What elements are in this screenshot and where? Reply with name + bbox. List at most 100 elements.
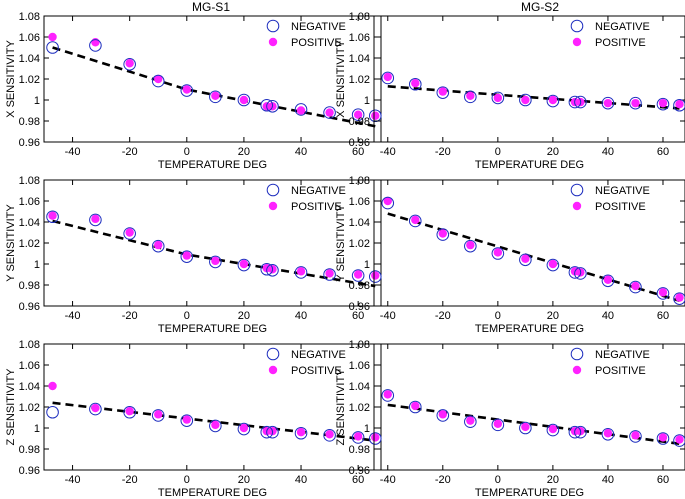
y-tick-label: 1.06 <box>19 360 40 372</box>
data-point-positive <box>466 416 475 425</box>
data-point-negative <box>260 425 274 439</box>
y-tick-label: 1.02 <box>19 238 40 250</box>
y-tick-label: 1.04 <box>349 53 370 65</box>
data-point-negative <box>151 239 165 253</box>
data-point-negative <box>46 210 59 224</box>
data-point-negative <box>180 414 194 427</box>
data-point-negative <box>89 213 102 227</box>
data-point-positive <box>239 423 249 433</box>
x-tick-label: 60 <box>352 310 364 322</box>
legend-label-positive: POSITIVE <box>595 37 646 49</box>
legend-label-negative: NEGATIVE <box>291 185 346 197</box>
y-tick-label: 1 <box>364 95 370 107</box>
x-tick-label: -20 <box>435 474 451 486</box>
subplot-s1-z: -40 -20 0 20 40 600.960.9811.021.041.061.08TE… <box>5 339 382 499</box>
y-axis-label: X SENSITIVITY <box>335 40 347 118</box>
y-tick-label: 0.98 <box>349 444 370 456</box>
data-point-negative <box>351 431 365 444</box>
data-point-positive <box>493 248 503 257</box>
fit-line <box>387 403 680 446</box>
data-point-negative <box>123 58 136 71</box>
y-axis-label: Y SENSITIVITY <box>335 204 347 282</box>
data-point-positive <box>211 91 220 101</box>
data-point-positive <box>296 267 306 276</box>
subplot-s2-y: -40 -20 0 20 40 600.960.9811.021.041.061.08TE… <box>335 175 685 335</box>
y-tick-label: 1.08 <box>19 175 40 187</box>
data-point-negative <box>294 426 308 440</box>
y-tick-label: 0.96 <box>19 465 40 477</box>
data-point-positive <box>239 259 249 269</box>
x-axis-label: TEMPERATURE DEG <box>158 159 267 171</box>
legend-label-positive: POSITIVE <box>595 365 646 377</box>
data-point-positive <box>325 430 334 439</box>
data-point-negative <box>237 422 251 436</box>
y-tick-label: 1.04 <box>349 381 370 393</box>
data-point-negative <box>89 402 102 416</box>
data-point-negative <box>464 239 477 253</box>
data-point-positive <box>296 106 306 115</box>
data-point-positive <box>548 95 558 105</box>
x-axis-label: TEMPERATURE DEG <box>475 487 584 499</box>
data-point-negative <box>351 269 365 282</box>
plot-frame <box>43 15 382 143</box>
legend-marker-negative <box>266 19 280 33</box>
data-point-negative <box>89 39 102 52</box>
data-point-positive <box>91 214 100 224</box>
data-point-negative <box>673 434 685 447</box>
column-titles: MG-S1 MG-S2 <box>192 0 559 14</box>
data-point-positive <box>493 419 503 428</box>
y-tick-label: 0.96 <box>349 465 370 477</box>
y-tick-label: 1.08 <box>349 339 370 351</box>
fit-line <box>52 46 376 128</box>
data-point-negative <box>673 98 685 112</box>
x-tick-label: -20 <box>122 310 138 322</box>
data-point-negative <box>673 292 685 305</box>
y-tick-label: 1.04 <box>19 53 40 65</box>
data-point-negative <box>519 93 532 107</box>
data-point-positive <box>325 108 334 117</box>
data-point-positive <box>125 59 134 68</box>
x-tick-label: 0 <box>495 474 501 486</box>
x-axis-label: TEMPERATURE DEG <box>158 487 267 499</box>
data-point-positive <box>411 79 420 88</box>
data-point-positive <box>239 95 249 105</box>
y-tick-label: 1.08 <box>19 339 40 351</box>
chart-title-mg-s2: MG-S2 <box>521 0 559 14</box>
y-tick-label: 1.06 <box>19 32 40 44</box>
y-tick-label: 1.08 <box>349 11 370 23</box>
x-tick-label: -20 <box>435 310 451 322</box>
x-tick-label: 60 <box>657 146 669 158</box>
y-tick-label: 1 <box>364 259 370 271</box>
data-point-positive <box>493 93 503 103</box>
x-tick-label: 0 <box>495 310 501 322</box>
chart-title-mg-s1: MG-S1 <box>192 0 230 14</box>
x-tick-label: -40 <box>380 310 396 322</box>
subplot-s2-z: -40 -20 0 20 40 600.960.9811.021.041.061.08TE… <box>335 339 685 499</box>
x-tick-label: 20 <box>547 146 559 158</box>
data-point-positive <box>603 275 613 284</box>
data-point-negative <box>464 90 477 104</box>
data-point-positive <box>411 215 420 225</box>
plot-frame <box>43 179 382 307</box>
y-tick-label: 0.96 <box>349 137 370 149</box>
legend-label-positive: POSITIVE <box>291 37 342 49</box>
data-point-positive <box>466 91 475 101</box>
legend-label-negative: NEGATIVE <box>595 349 650 361</box>
data-point-negative <box>546 94 560 108</box>
data-point-negative <box>209 419 222 433</box>
x-tick-label: 0 <box>184 474 190 486</box>
x-tick-label: 40 <box>295 310 307 322</box>
data-point-negative <box>656 432 670 445</box>
data-point-positive <box>371 111 380 120</box>
data-point-positive <box>631 281 640 291</box>
legend-label-positive: POSITIVE <box>291 365 342 377</box>
legend-marker-negative <box>570 183 584 197</box>
data-point-negative <box>436 228 450 241</box>
legend-marker-positive <box>268 201 278 211</box>
data-point-positive <box>658 433 668 442</box>
data-point-positive <box>521 422 530 432</box>
x-axis-label: TEMPERATURE DEG <box>475 159 584 171</box>
legend-marker-positive <box>268 365 278 375</box>
legend-marker-negative <box>266 347 280 361</box>
data-point-negative <box>629 280 642 294</box>
